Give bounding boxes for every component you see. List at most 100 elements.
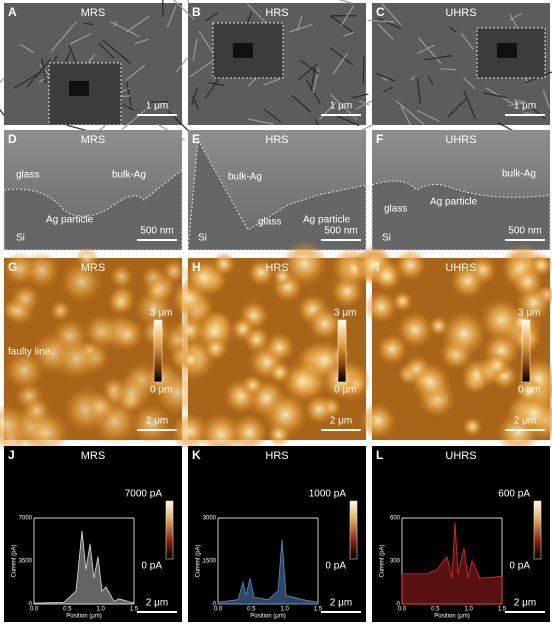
colorbar: [522, 320, 530, 382]
panel-title: MRS: [81, 134, 105, 146]
inset-ytick: 600: [390, 516, 401, 522]
grain: [392, 291, 413, 312]
panel-letter: G: [8, 260, 17, 274]
panel-title: UHRS: [445, 450, 476, 462]
panel-title: HRS: [265, 134, 288, 146]
inset-xlabel: Position (μm): [250, 614, 285, 620]
panel: F UHRS 500 nm glass Ag particle bulk-Ag Si: [372, 130, 550, 250]
panel-title: MRS: [81, 262, 105, 274]
grain: [144, 277, 172, 305]
scale-bar-label: 1 μm: [146, 101, 168, 112]
grain: [181, 350, 201, 370]
grain-boundary: [184, 0, 189, 4]
panel-letter: E: [192, 132, 200, 146]
panel-title: HRS: [265, 262, 288, 274]
grain: [462, 416, 483, 437]
annotation: Si: [382, 233, 391, 244]
panel-letter: D: [8, 132, 17, 146]
colorbar-max: 3 μm: [334, 308, 356, 319]
grain: [364, 290, 398, 324]
scale-bar-label: 500 nm: [508, 226, 541, 237]
scale-bar-label: 500 nm: [140, 226, 173, 237]
grain: [112, 375, 151, 414]
grain: [376, 333, 409, 366]
scale-bar-label: 2 μm: [330, 416, 352, 427]
inset-xtick: 0.0: [398, 607, 407, 613]
colorbar-max: 600 pA: [498, 489, 530, 500]
inset-xtick: 0.5: [431, 607, 440, 613]
grain-boundary: [163, 0, 164, 17]
grain-boundary: [330, 0, 352, 3]
scale-bar-label: 2 μm: [146, 598, 168, 609]
panel-letter: A: [8, 5, 17, 19]
grain: [485, 353, 510, 378]
annotation: bulk-Ag: [502, 169, 536, 180]
annotation: glass: [16, 170, 39, 181]
colorbar-min: 0 μm: [150, 385, 172, 396]
scale-bar-label: 500 nm: [324, 226, 357, 237]
colorbar-max: 3 μm: [518, 308, 540, 319]
grain: [264, 332, 295, 363]
scale-bar-label: 1 μm: [330, 101, 352, 112]
colorbar-min: 0 pA: [141, 561, 162, 572]
grain: [441, 310, 488, 357]
inset-xtick: 0.0: [30, 607, 39, 613]
annotation: glass: [384, 204, 407, 215]
grain: [54, 336, 99, 381]
panel-letter: I: [376, 260, 379, 274]
grain: [203, 336, 228, 361]
inset-xtick: 1.0: [464, 607, 473, 613]
inset-xlabel: Position (μm): [434, 614, 469, 620]
panel-letter: J: [8, 448, 15, 462]
panel-title: UHRS: [445, 134, 476, 146]
inset-xtick: 0.0: [214, 607, 223, 613]
inset-xtick: 1.0: [280, 607, 289, 613]
grain: [267, 423, 291, 447]
inset-xtick: 0.5: [247, 607, 256, 613]
inset-ytick: 3500: [19, 559, 33, 565]
panel-title: HRS: [265, 7, 288, 19]
panel-letter: L: [376, 448, 383, 462]
inset-xtick: 1.5: [130, 607, 139, 613]
panel-letter: C: [376, 5, 385, 19]
annotation: bulk-Ag: [228, 172, 262, 183]
grain: [212, 252, 236, 276]
colorbar-min: 0 μm: [334, 385, 356, 396]
panel-title: MRS: [81, 450, 105, 462]
annotation: bulk-Ag: [112, 170, 146, 181]
grain-boundary: [0, 98, 4, 115]
panel: D MRS 500 nm glass bulk-Ag Ag particle Si: [4, 130, 182, 250]
grain: [109, 264, 134, 289]
annotation: Ag particle: [303, 215, 351, 226]
annotation: Si: [16, 233, 25, 244]
pore: [233, 43, 253, 58]
colorbar: [338, 320, 346, 382]
panel: H HRS 2 μm 3 μm 0 μm: [171, 241, 372, 457]
colorbar-max: 1000 pA: [309, 489, 347, 500]
panel-letter: F: [376, 132, 383, 146]
panel-letter: H: [192, 260, 201, 274]
colorbar-min: 0 μm: [518, 385, 540, 396]
inset-ylabel: Current (pA): [196, 544, 202, 577]
scale-bar-label: 2 μm: [514, 416, 536, 427]
inset-ylabel: Current (pA): [380, 544, 386, 577]
annotation: Ag particle: [430, 197, 478, 208]
panel-title: HRS: [265, 450, 288, 462]
inset-xlabel: Position (μm): [66, 614, 101, 620]
grain: [10, 283, 40, 313]
inset-xtick: 0.5: [63, 607, 72, 613]
grain: [410, 362, 451, 403]
scale-bar-label: 1 μm: [514, 101, 536, 112]
scale-bar-label: 2 μm: [146, 416, 168, 427]
annotation: Ag particle: [46, 215, 94, 226]
colorbar: [534, 501, 541, 559]
inset-xtick: 1.5: [498, 607, 507, 613]
inset-ytick: 300: [390, 559, 401, 565]
annotation: faulty line: [8, 347, 51, 358]
colorbar-min: 0 pA: [325, 561, 346, 572]
